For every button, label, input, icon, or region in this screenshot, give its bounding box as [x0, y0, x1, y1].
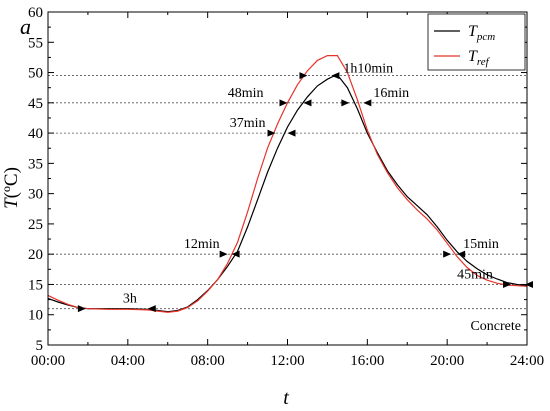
legend-label-sub: ref [477, 56, 491, 68]
panel-label: a [20, 14, 31, 39]
y-tick-label: 55 [28, 35, 43, 51]
x-tick-label: 08:00 [191, 353, 225, 369]
y-tick-label: 35 [28, 156, 43, 172]
annotation-label: 16min [373, 86, 409, 101]
x-tick-label: 00:00 [31, 353, 65, 369]
lag-arrow-left [219, 250, 228, 258]
annotation-label: 48min [228, 86, 264, 101]
y-tick-label: 60 [28, 5, 43, 21]
x-axis-title: t [283, 387, 289, 409]
y-axis-title: T(ºC) [1, 167, 22, 209]
lag-arrow-right [303, 99, 312, 107]
annotation-label: 1h10min [343, 62, 393, 77]
y-tick-label: 15 [28, 277, 43, 293]
legend-label-main: T [468, 23, 478, 40]
x-tick-label: 20:00 [430, 353, 464, 369]
y-tick-label: 30 [28, 187, 43, 203]
lag-arrow-right [525, 280, 534, 288]
lag-arrow-left [267, 129, 276, 137]
lag-arrow-right [231, 250, 240, 258]
legend-label-sub: pcm [476, 31, 495, 43]
y-tick-label: 10 [28, 308, 43, 324]
x-tick-label: 04:00 [111, 353, 145, 369]
annotation-label: 12min [184, 237, 220, 252]
series-line-t-ref [47, 55, 528, 313]
y-axis-title-symbol: T [1, 197, 22, 209]
lag-arrow-left [341, 99, 350, 107]
series-line-t-pcm [47, 75, 528, 313]
plot-area: 1h10min 48min 16min 37min 12min 15min 45min 3h C… [28, 5, 544, 369]
annotation-label: 37min [230, 116, 266, 131]
lag-arrow-right [457, 250, 466, 258]
annotation-label: 15min [463, 237, 499, 252]
lag-arrow-left [503, 280, 512, 288]
y-axis-title-unit: (ºC) [1, 167, 22, 198]
lag-arrow-left [443, 250, 452, 258]
lag-arrow-right [287, 129, 296, 137]
annotation-label: Concrete [470, 319, 521, 334]
y-tick-label: 25 [28, 217, 43, 233]
annotation-label: 3h [123, 292, 137, 307]
legend-box [427, 13, 526, 71]
x-tick-label: 16:00 [350, 353, 384, 369]
lag-arrow-left [299, 72, 308, 80]
y-tick-label: 45 [28, 96, 43, 112]
lag-arrow-left [279, 99, 288, 107]
y-tick-label: 50 [28, 66, 43, 82]
legend-label: Tpcm [468, 23, 495, 43]
legend-label-main: T [468, 48, 478, 65]
x-tick-label: 24:00 [510, 353, 544, 369]
lag-arrow-right [147, 305, 156, 313]
legend-label: Tref [468, 48, 491, 68]
y-tick-label: 20 [28, 247, 43, 263]
lag-arrow-right [363, 99, 372, 107]
x-tick-label: 12:00 [270, 353, 304, 369]
y-tick-label: 40 [28, 126, 43, 142]
y-tick-label: 5 [36, 338, 44, 354]
lag-arrow-right [331, 72, 340, 80]
lag-arrow-left [77, 305, 86, 313]
annotation-label: 45min [457, 267, 493, 282]
